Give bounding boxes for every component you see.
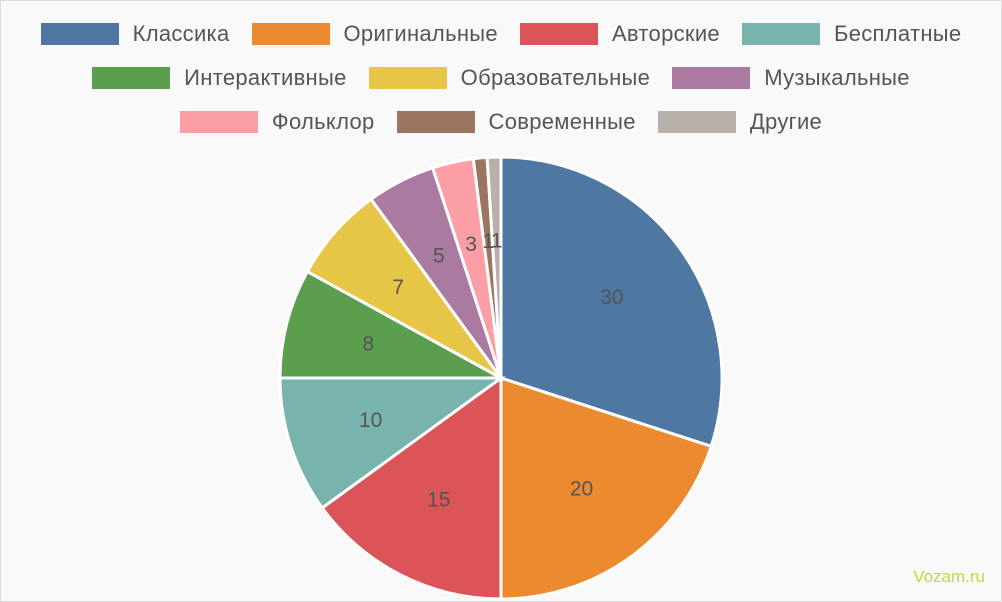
chart-legend: Классика Оригинальные Авторские Бесплатн… bbox=[1, 1, 1001, 144]
slice-value-label: 1 bbox=[482, 230, 494, 253]
legend-row: Фольклор Современные Другие bbox=[1, 100, 1001, 144]
legend-label: Оригинальные bbox=[343, 21, 498, 46]
pie-slice-free[interactable] bbox=[278, 376, 506, 510]
pie-slice-author[interactable] bbox=[320, 375, 503, 601]
pie-slice-original[interactable] bbox=[499, 375, 714, 601]
legend-swatch bbox=[741, 23, 820, 45]
legend-swatch bbox=[40, 23, 119, 45]
legend-item-classic[interactable]: Классика bbox=[40, 21, 230, 47]
legend-label: Другие bbox=[749, 109, 823, 134]
legend-row: Интерактивные Образовательные Музыкальны… bbox=[1, 56, 1001, 100]
slice-value-label: 1 bbox=[491, 230, 503, 253]
slice-value-label: 30 bbox=[600, 286, 623, 309]
legend-label: Фольклор bbox=[271, 109, 375, 134]
pie-slice-interactive[interactable] bbox=[278, 269, 502, 380]
legend-item-original[interactable]: Оригинальные bbox=[251, 21, 498, 47]
legend-label: Музыкальные bbox=[764, 65, 910, 90]
legend-item-author[interactable]: Авторские bbox=[519, 21, 720, 47]
legend-row: Классика Оригинальные Авторские Бесплатн… bbox=[1, 12, 1001, 56]
legend-item-musical[interactable]: Музыкальные bbox=[672, 65, 910, 91]
slice-value-label: 15 bbox=[427, 489, 450, 512]
legend-item-free[interactable]: Бесплатные bbox=[741, 21, 962, 47]
legend-label: Интерактивные bbox=[184, 65, 347, 90]
legend-swatch bbox=[179, 111, 258, 133]
slice-value-label: 5 bbox=[433, 244, 445, 267]
slice-value-label: 8 bbox=[362, 332, 374, 355]
legend-item-modern[interactable]: Современные bbox=[396, 109, 636, 135]
slice-value-label: 10 bbox=[359, 409, 382, 432]
pie-slice-other[interactable] bbox=[485, 155, 503, 379]
slice-value-label: 7 bbox=[392, 276, 404, 299]
slice-value-label: 3 bbox=[465, 233, 477, 256]
legend-label: Современные bbox=[488, 109, 636, 134]
legend-swatch bbox=[396, 111, 475, 133]
legend-item-folklore[interactable]: Фольклор bbox=[179, 109, 375, 135]
legend-swatch bbox=[368, 67, 447, 89]
watermark: Vozam.ru bbox=[913, 567, 985, 586]
legend-item-interactive[interactable]: Интерактивные bbox=[92, 65, 347, 91]
legend-item-other[interactable]: Другие bbox=[657, 109, 823, 135]
legend-item-educational[interactable]: Образовательные bbox=[368, 65, 651, 91]
legend-label: Классика bbox=[132, 21, 230, 46]
legend-swatch bbox=[92, 67, 171, 89]
legend-label: Бесплатные bbox=[833, 21, 962, 46]
legend-swatch bbox=[251, 23, 330, 45]
legend-label: Образовательные bbox=[460, 65, 651, 90]
legend-swatch bbox=[672, 67, 751, 89]
legend-swatch bbox=[519, 23, 598, 45]
legend-swatch bbox=[657, 111, 736, 133]
pie-slice-classic[interactable] bbox=[499, 155, 724, 449]
slice-value-label: 20 bbox=[570, 477, 593, 500]
legend-label: Авторские bbox=[611, 21, 720, 46]
